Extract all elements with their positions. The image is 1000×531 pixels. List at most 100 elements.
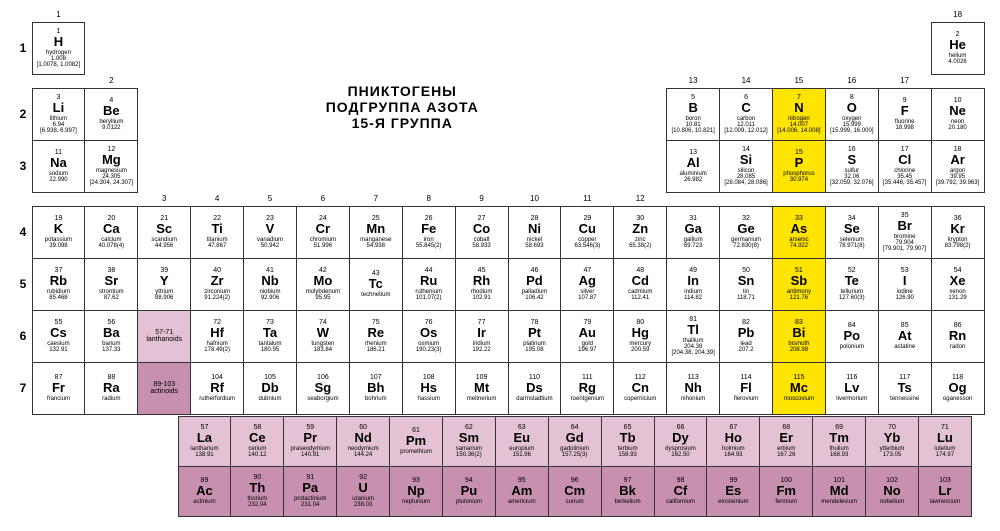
element-symbol: Db [261,381,278,395]
element-mass: 150.36(2) [456,452,482,458]
element-mass: 55.845(2) [416,243,442,249]
period-header-5: 5 [14,258,32,310]
element-name: actinium [193,499,215,505]
element-mass: 238.03 [354,502,372,508]
element-mass: 231.04 [301,502,319,508]
element-symbol: Fl [740,381,752,395]
element-W: 74 W tungsten183.84 [296,310,350,363]
element-symbol: Sc [156,222,172,236]
element-symbol: Cs [50,326,67,340]
element-Cf: 98 Cf californium [654,466,708,517]
element-symbol: Cn [632,381,649,395]
element-symbol: Na [50,156,67,170]
element-mass-range: [28.084, 28.086] [724,180,767,186]
element-mass: 85.468 [49,295,67,301]
element-symbol: Cm [564,484,585,498]
element-mass: 162.50 [671,452,689,458]
element-mass: 192.22 [472,347,490,353]
element-symbol: Tm [829,431,849,445]
element-symbol: Am [511,484,532,498]
element-Pu: 94 Pu plutonium [442,466,496,517]
element-Al: 13 Al aluminium26.982 [666,140,720,193]
element-symbol: Pt [528,326,541,340]
element-mass: 196.97 [578,347,596,353]
element-mass: 137.33 [102,347,120,353]
element-symbol: Xe [950,274,966,288]
element-mass: 72.630(8) [733,243,759,249]
element-name: meitnerium [467,396,497,402]
element-Se: 34 Se selenium78.971(8) [825,206,879,259]
element-mass-range: [32.059, 32.076] [830,180,873,186]
element-symbol: Yb [884,431,901,445]
element-mass: 167.26 [777,452,795,458]
element-symbol: Er [779,431,793,445]
element-symbol: Cf [674,484,688,498]
element-symbol: Ti [211,222,222,236]
element-Au: 79 Au gold196.97 [560,310,614,363]
element-Sb: 51 Sb antimony121.76 [772,258,826,311]
element-symbol: Tb [620,431,636,445]
element-Rb: 37 Rb rubidium85.468 [32,258,86,311]
element-name: francium [47,396,70,402]
element-mass: 30.974 [790,177,808,183]
element-symbol: C [741,101,750,115]
element-name: flerovium [734,396,758,402]
element-symbol: Lr [938,484,951,498]
element-mass: 54.938 [367,243,385,249]
element-symbol: Ba [103,326,120,340]
element-name: neptunium [402,499,430,505]
element-mass: 180.95 [261,347,279,353]
element-symbol: Ce [249,431,266,445]
element-Sn: 50 Sn tin118.71 [719,258,773,311]
element-mass: 132.91 [49,347,67,353]
element-name: bohrium [365,396,387,402]
element-Fm: 100 Fm fermium [759,466,813,517]
element-No: 102 No nobelium [865,466,919,517]
element-B: 5 B boron10.81[10.806, 10.821] [666,88,720,141]
element-symbol: As [791,222,808,236]
element-Pr: 59 Pr praseodymium140.91 [283,416,337,467]
element-name: americium [508,499,536,505]
element-symbol: Mc [790,381,808,395]
element-symbol: Gd [566,431,584,445]
element-symbol: Zn [632,222,648,236]
element-symbol: Ge [737,222,754,236]
element-symbol: Hg [632,326,649,340]
element-symbol: Nh [684,381,701,395]
title-line1: ПНИКТОГЕНЫ [348,83,457,99]
element-Re: 75 Re rhenium186.21 [349,310,403,363]
element-name: promethium [400,449,432,455]
element-Th: 90 Th thorium232.04 [230,466,284,517]
element-symbol: Bk [619,484,636,498]
element-symbol: Mo [314,274,333,288]
element-Tc: 43 Tc technetium [349,258,403,311]
element-Eu: 63 Eu europium151.96 [495,416,549,467]
element-mass: 112.41 [631,295,649,301]
element-symbol: Rf [210,381,224,395]
element-symbol: O [847,101,857,115]
element-Ta: 73 Ta tantalum180.95 [243,310,297,363]
element-symbol: K [54,222,63,236]
element-I: 53 I iodine126.90 [878,258,932,311]
title-block: ПНИКТОГЕНЫ ПОДГРУППА АЗОТА 15-Я ГРУППА [138,22,667,192]
element-mass-range: [14.006, 14.008] [777,128,820,134]
element-mass-range: [35.446, 35.457] [883,180,926,186]
element-symbol: Li [53,101,65,115]
element-mass: 91.224(2) [204,295,230,301]
element-mass: 92.906 [261,295,279,301]
element-mass: 118.71 [737,295,755,301]
element-symbol: Nb [261,274,278,288]
element-name: curium [566,499,584,505]
element-symbol: Rb [50,274,67,288]
element-mass-range: [15.999, 16.000] [830,128,873,134]
element-Lv: 116 Lv livermorium [825,362,879,415]
element-Ge: 32 Ge germanium72.630(8) [719,206,773,259]
element-mass-range: [1.0078, 1.0082] [37,62,80,68]
element-symbol: Pm [406,434,426,448]
element-Pb: 82 Pb lead207.2 [719,310,773,363]
element-Pt: 78 Pt platinum195.08 [508,310,562,363]
element-symbol: Ar [950,153,964,167]
element-Ba: 56 Ba barium137.33 [84,310,138,363]
element-Ts: 117 Ts tennessine [878,362,932,415]
element-symbol: La [197,431,212,445]
